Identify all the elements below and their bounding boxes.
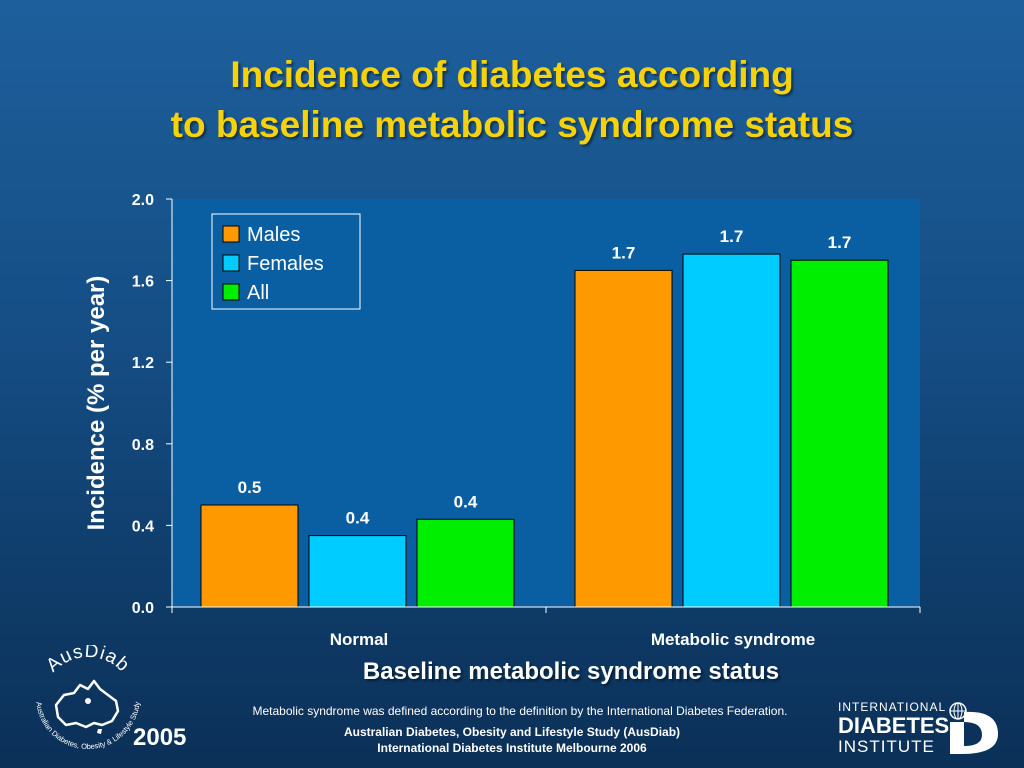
- legend-label: Males: [247, 224, 300, 246]
- data-label: 1.7: [612, 243, 636, 262]
- y-tick-label: 0.4: [132, 518, 154, 535]
- source-line-2: International Diabetes Institute Melbour…: [377, 741, 647, 755]
- idi-logo-line-1: INTERNATIONAL: [838, 700, 946, 714]
- y-tick-label: 1.2: [132, 355, 154, 372]
- idi-logo-line-3: INSTITUTE: [838, 737, 935, 756]
- data-label: 1.7: [720, 227, 744, 246]
- title-line-2: to baseline metabolic syndrome status: [170, 104, 854, 145]
- bar-chart: 0.5 0.4 0.4 1.7 1.7 1.7 0.0 0.4 0.8 1.2 1.6 2.0 Nor…: [83, 192, 921, 649]
- axes-group: 0.0 0.4 0.8 1.2 1.6 2.0 Normal Metabolic syndro…: [132, 192, 921, 649]
- footnote: Metabolic syndrome was defined according…: [252, 704, 788, 718]
- title-line-1: Incidence of diabetes according: [230, 54, 794, 95]
- bars-group: 0.5 0.4 0.4 1.7 1.7 1.7: [200, 227, 889, 608]
- bar: [416, 518, 515, 608]
- x-tick-label: Normal: [330, 630, 389, 649]
- y-axis-title: Incidence (% per year): [83, 276, 110, 531]
- slide-title: Incidence of diabetes according to basel…: [0, 50, 1024, 150]
- legend: Males Females All: [211, 213, 361, 310]
- data-label: 0.5: [238, 478, 262, 497]
- data-label: 0.4: [454, 492, 478, 511]
- australia-map-icon: [54, 679, 120, 729]
- y-tick-label: 0.0: [132, 600, 154, 617]
- legend-swatch: [222, 254, 240, 272]
- svg-text:AusDiab: AusDiab: [42, 645, 133, 676]
- x-axis-title: Baseline metabolic syndrome status: [362, 658, 780, 685]
- x-tick-label: Metabolic syndrome: [651, 630, 815, 649]
- y-tick-label: 0.8: [132, 437, 154, 454]
- year-label: 2005: [133, 724, 187, 751]
- source-line-1: Australian Diabetes, Obesity and Lifesty…: [343, 725, 681, 739]
- bar: [790, 259, 889, 608]
- idi-logo: INTERNATIONAL DIABETES INSTITUTE: [838, 700, 998, 756]
- source-credit: Australian Diabetes, Obesity and Lifesty…: [0, 724, 1024, 756]
- legend-swatch: [222, 283, 240, 301]
- bar: [682, 253, 781, 608]
- y-tick-label: 2.0: [132, 192, 154, 209]
- idi-logo-line-2: DIABETES: [838, 713, 949, 738]
- legend-swatch: [222, 225, 240, 243]
- data-label: 0.4: [346, 509, 370, 528]
- ausdiab-logo-name: AusDiab: [42, 645, 132, 676]
- ausdiab-logo: AusDiab Australian Diabetes, Obesity & L…: [34, 645, 142, 751]
- legend-label: All: [247, 282, 269, 304]
- bar: [200, 504, 299, 608]
- bar: [574, 269, 673, 608]
- data-label: 1.7: [828, 233, 852, 252]
- idi-d-mark-icon: [950, 711, 998, 754]
- legend-label: Females: [247, 253, 324, 275]
- bar: [308, 535, 407, 608]
- y-tick-label: 1.6: [132, 274, 154, 291]
